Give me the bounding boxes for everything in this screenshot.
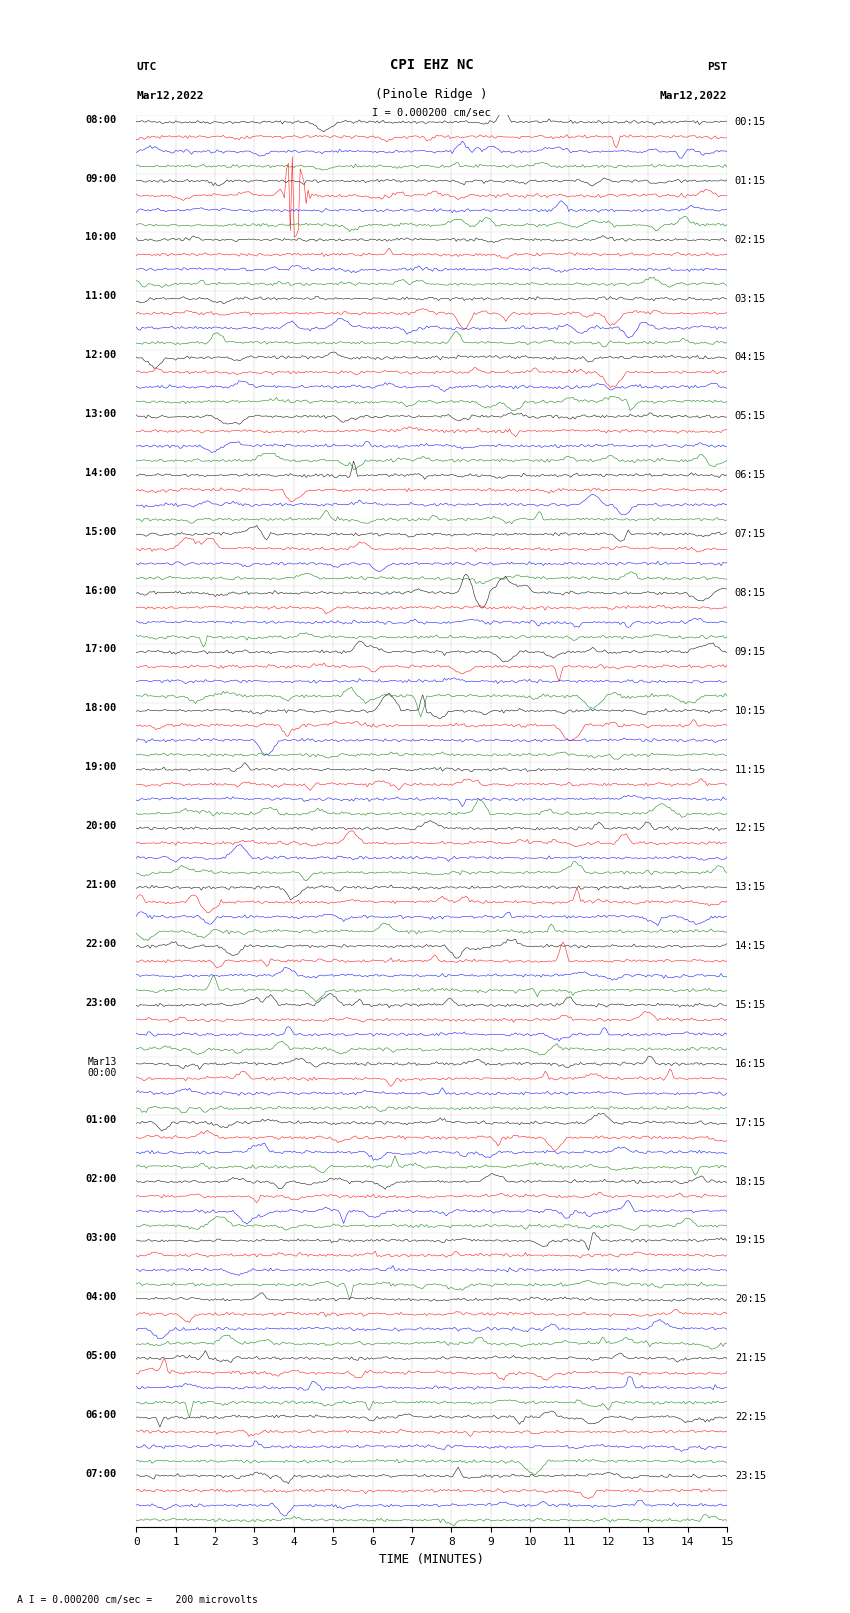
Text: 16:00: 16:00	[85, 586, 116, 595]
Text: 17:15: 17:15	[735, 1118, 766, 1127]
Text: 01:15: 01:15	[735, 176, 766, 185]
Text: 11:15: 11:15	[735, 765, 766, 774]
Text: 08:00: 08:00	[85, 115, 116, 124]
Text: I = 0.000200 cm/sec: I = 0.000200 cm/sec	[372, 108, 491, 118]
Text: 18:00: 18:00	[85, 703, 116, 713]
Text: 20:15: 20:15	[735, 1294, 766, 1305]
Text: 21:15: 21:15	[735, 1353, 766, 1363]
Text: 22:15: 22:15	[735, 1411, 766, 1423]
Text: 10:00: 10:00	[85, 232, 116, 242]
Text: UTC: UTC	[136, 63, 156, 73]
Text: 00:15: 00:15	[735, 118, 766, 127]
Text: 12:15: 12:15	[735, 823, 766, 834]
Text: A I = 0.000200 cm/sec =    200 microvolts: A I = 0.000200 cm/sec = 200 microvolts	[17, 1595, 258, 1605]
Text: 14:00: 14:00	[85, 468, 116, 477]
Text: Mar12,2022: Mar12,2022	[136, 90, 204, 100]
Text: 23:00: 23:00	[85, 998, 116, 1008]
Text: 16:15: 16:15	[735, 1058, 766, 1069]
Text: 02:15: 02:15	[735, 235, 766, 245]
Text: 14:15: 14:15	[735, 940, 766, 952]
Text: 03:00: 03:00	[85, 1232, 116, 1244]
Text: 03:15: 03:15	[735, 294, 766, 303]
Text: 12:00: 12:00	[85, 350, 116, 360]
Text: 13:15: 13:15	[735, 882, 766, 892]
Text: 10:15: 10:15	[735, 705, 766, 716]
Text: 09:15: 09:15	[735, 647, 766, 656]
Text: 19:15: 19:15	[735, 1236, 766, 1245]
Text: PST: PST	[706, 63, 727, 73]
Text: 17:00: 17:00	[85, 645, 116, 655]
Text: 04:00: 04:00	[85, 1292, 116, 1302]
Text: 05:15: 05:15	[735, 411, 766, 421]
Text: 06:15: 06:15	[735, 471, 766, 481]
Text: 08:15: 08:15	[735, 589, 766, 598]
Text: 07:00: 07:00	[85, 1468, 116, 1479]
Text: 18:15: 18:15	[735, 1176, 766, 1187]
Text: 01:00: 01:00	[85, 1116, 116, 1126]
Text: 05:00: 05:00	[85, 1350, 116, 1361]
Text: 21:00: 21:00	[85, 881, 116, 890]
Text: 15:15: 15:15	[735, 1000, 766, 1010]
Text: 20:00: 20:00	[85, 821, 116, 831]
Text: (Pinole Ridge ): (Pinole Ridge )	[376, 87, 488, 100]
Text: CPI EHZ NC: CPI EHZ NC	[389, 58, 473, 73]
Text: 15:00: 15:00	[85, 527, 116, 537]
Text: 13:00: 13:00	[85, 410, 116, 419]
Text: 04:15: 04:15	[735, 353, 766, 363]
Text: 19:00: 19:00	[85, 763, 116, 773]
Text: 06:00: 06:00	[85, 1410, 116, 1419]
Text: 11:00: 11:00	[85, 292, 116, 302]
Text: 02:00: 02:00	[85, 1174, 116, 1184]
Text: 23:15: 23:15	[735, 1471, 766, 1481]
X-axis label: TIME (MINUTES): TIME (MINUTES)	[379, 1553, 484, 1566]
Text: Mar13
00:00: Mar13 00:00	[88, 1057, 116, 1077]
Text: 22:00: 22:00	[85, 939, 116, 948]
Text: 09:00: 09:00	[85, 174, 116, 184]
Text: Mar12,2022: Mar12,2022	[660, 90, 727, 100]
Text: 07:15: 07:15	[735, 529, 766, 539]
